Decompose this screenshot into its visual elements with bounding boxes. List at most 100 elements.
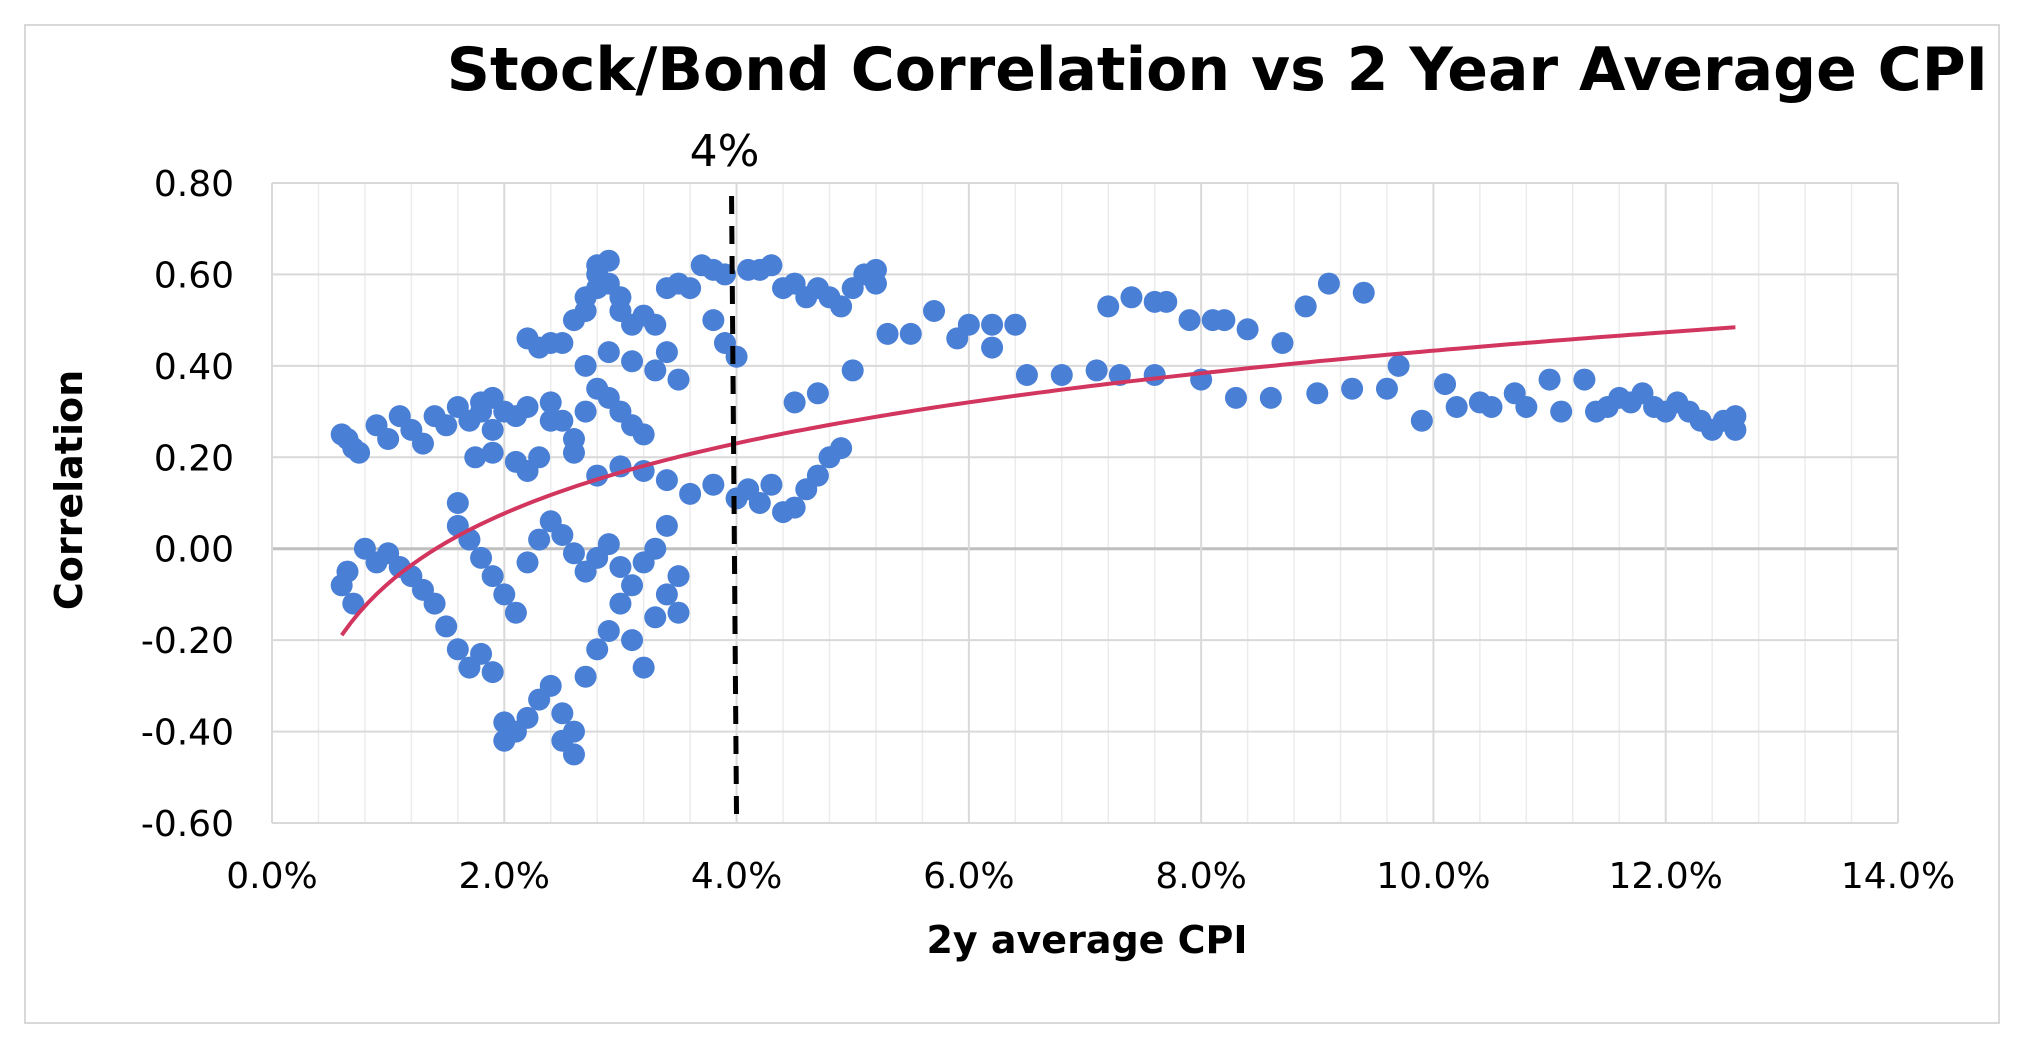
scatter-point	[864, 272, 887, 295]
scatter-point	[644, 313, 667, 336]
scatter-point	[981, 313, 1004, 336]
scatter-point	[528, 446, 551, 469]
scatter-point	[1271, 332, 1294, 354]
scatter-point	[702, 309, 725, 332]
scatter-point	[1387, 354, 1410, 377]
annotation-dashed-line	[729, 195, 740, 824]
scatter-point	[597, 533, 620, 556]
scatter-point	[621, 574, 644, 597]
scatter-point	[655, 583, 678, 606]
scatter-point	[435, 615, 458, 638]
scatter-point	[562, 542, 585, 565]
scatter-point	[377, 428, 400, 450]
scatter-point	[655, 469, 678, 492]
scatter-point	[1724, 405, 1747, 428]
scatter-point	[539, 674, 562, 697]
scatter-point	[702, 473, 725, 496]
scatter-point	[551, 524, 574, 546]
scatter-point	[1085, 359, 1108, 382]
scatter-point	[667, 565, 690, 588]
scatter-point	[1224, 386, 1247, 409]
x-tick-label: 2.0%	[459, 856, 550, 897]
chart-title: Stock/Bond Correlation vs 2 Year Average…	[447, 35, 1988, 105]
x-axis-title: 2y average CPI	[926, 918, 1247, 962]
scatter-point	[348, 441, 371, 464]
scatter-point	[470, 546, 493, 569]
scatter-point	[655, 341, 678, 364]
y-tick-label: -0.40	[141, 713, 234, 754]
scatter-point	[899, 322, 922, 345]
scatter-point	[562, 743, 585, 766]
scatter-point	[632, 656, 655, 679]
y-tick-label: 0.40	[154, 347, 234, 388]
scatter-point	[806, 464, 829, 487]
scatter-point	[1434, 373, 1457, 396]
scatter-point	[1445, 396, 1468, 418]
scatter-point	[830, 437, 853, 460]
scatter-point	[481, 565, 504, 588]
scatter-point	[1120, 286, 1143, 309]
scatter-point	[574, 665, 597, 688]
scatter-point	[1097, 295, 1120, 318]
scatter-point	[621, 350, 644, 373]
chart-frame	[24, 24, 2000, 1024]
scatter-point	[1352, 281, 1375, 304]
scatter-point	[760, 254, 783, 277]
x-tick-label: 6.0%	[923, 856, 1014, 897]
scatter-point	[586, 638, 609, 661]
scatter-point	[539, 391, 562, 414]
scatter-point	[336, 560, 359, 583]
scatter-point	[435, 414, 458, 437]
scatter-point	[1004, 313, 1027, 336]
scatter-point	[644, 537, 667, 560]
scatter-point	[597, 249, 620, 272]
scatter-point	[516, 396, 539, 418]
x-tick-label: 10.0%	[1376, 856, 1490, 897]
scatter-point	[632, 423, 655, 446]
scatter-point	[1143, 364, 1166, 386]
scatter-point	[841, 359, 864, 382]
x-tick-label: 8.0%	[1155, 856, 1246, 897]
scatter-point	[981, 336, 1004, 359]
scatter-point	[342, 592, 365, 615]
y-tick-label: 0.20	[154, 438, 234, 479]
scatter-point	[528, 528, 551, 551]
scatter-point	[679, 277, 702, 300]
y-tick-label: 0.80	[154, 164, 234, 205]
scatter-point	[470, 391, 493, 414]
scatter-point	[1550, 400, 1573, 423]
scatter-point	[725, 345, 748, 368]
scatter-point	[748, 492, 771, 514]
scatter-point	[1306, 382, 1329, 405]
scatter-point	[551, 409, 574, 432]
scatter-point	[1050, 364, 1073, 386]
scatter-point	[667, 368, 690, 391]
scatter-point	[783, 391, 806, 414]
scatter-point	[644, 359, 667, 382]
scatter-point	[446, 638, 469, 661]
scatter-point	[876, 322, 899, 345]
y-tick-label: 0.00	[154, 530, 234, 571]
scatter-point	[481, 441, 504, 464]
scatter-point	[644, 606, 667, 629]
scatter-point	[1538, 368, 1561, 391]
scatter-point	[655, 514, 678, 537]
scatter-point	[1317, 272, 1340, 295]
y-tick-label: 0.60	[154, 255, 234, 296]
scatter-point	[481, 418, 504, 441]
scatter-point	[923, 300, 946, 322]
scatter-point	[516, 551, 539, 574]
scatter-point	[1341, 377, 1364, 400]
scatter-point	[411, 432, 434, 455]
scatter-point	[621, 629, 644, 652]
scatter-point	[783, 496, 806, 519]
x-tick-label: 4.0%	[691, 856, 782, 897]
scatter-point	[1375, 377, 1398, 400]
axis-tick-labels: 0.80 0.60 0.40 0.20 0.00 -0.20 -0.40 -0.60 0.0% 2…	[141, 164, 1955, 897]
y-tick-label: -0.60	[141, 804, 234, 845]
scatter-point	[760, 473, 783, 496]
scatter-point	[423, 592, 446, 615]
scatter-point	[1213, 309, 1236, 332]
scatter-point	[470, 642, 493, 665]
scatter-point	[493, 583, 516, 606]
